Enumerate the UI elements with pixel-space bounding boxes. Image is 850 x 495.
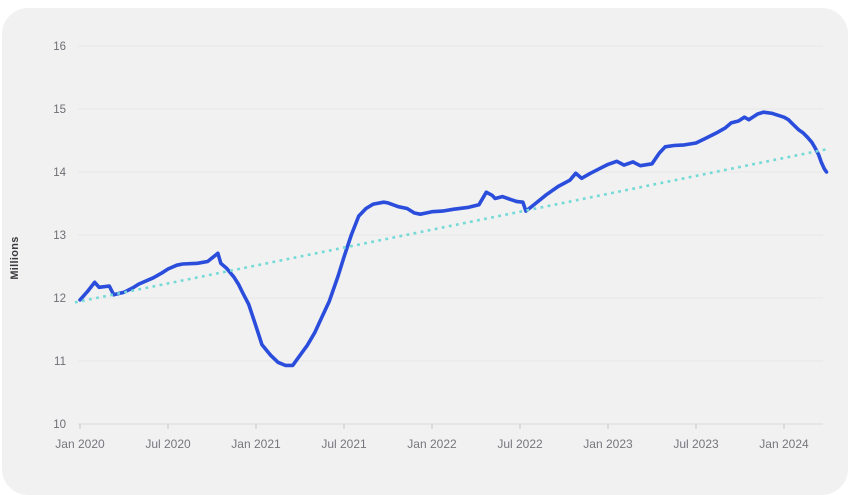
data-line xyxy=(78,110,829,368)
y-tick-label: 14 xyxy=(53,167,66,179)
x-tick-label: Jan 2024 xyxy=(759,437,809,451)
x-tick-label: Jan 2022 xyxy=(407,437,457,451)
x-tick-label: Jan 2020 xyxy=(55,437,105,451)
y-tick-label: 12 xyxy=(53,293,66,305)
x-tick-label: Jan 2021 xyxy=(231,437,281,451)
y-tick-label: 15 xyxy=(53,104,66,116)
y-tick-label: 11 xyxy=(54,356,66,368)
y-tick-label: 13 xyxy=(53,230,66,242)
y-tick-label: 10 xyxy=(53,419,66,431)
x-tick-label: Jul 2023 xyxy=(673,437,719,451)
x-tick-label: Jul 2020 xyxy=(145,437,191,451)
y-tick-label: 16 xyxy=(53,41,66,53)
trend-line xyxy=(74,148,827,304)
chart-card xyxy=(2,8,848,495)
x-tick-label: Jul 2022 xyxy=(497,437,543,451)
x-tick-label: Jan 2023 xyxy=(583,437,633,451)
x-tick-label: Jul 2021 xyxy=(321,437,367,451)
